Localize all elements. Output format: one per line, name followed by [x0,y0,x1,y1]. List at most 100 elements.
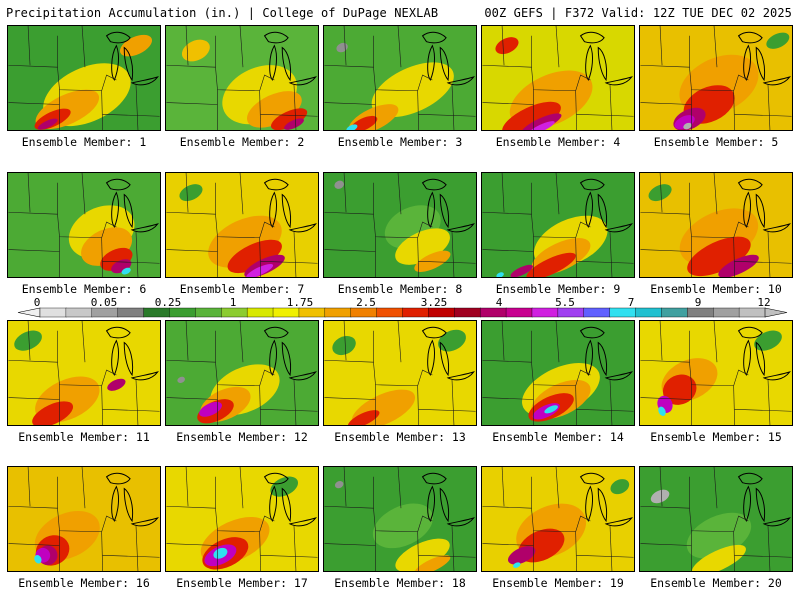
scale-swatch [557,307,585,318]
precip-field [324,467,476,571]
state-border [640,249,692,252]
member-label: Ensemble Member: 19 [492,576,624,590]
lake-outline [105,326,131,339]
state-border [733,237,735,277]
lake-outline [105,178,131,191]
scale-swatch [428,307,455,318]
ensemble-map-18 [323,466,477,572]
lake-outline [421,472,447,485]
precip-contour [508,546,536,565]
scale-swatch [454,307,481,318]
precip-field [324,26,476,130]
lake-outline [755,46,766,82]
state-border [575,515,591,532]
lake-outline [762,371,791,381]
precip-contour [246,263,274,277]
precip-contour [650,489,670,504]
state-border [713,321,718,363]
lake-outline [737,472,763,485]
state-border [733,515,749,532]
state-border [451,379,455,425]
state-border [767,379,771,425]
state-border [482,505,576,533]
precip-contour [347,410,380,425]
precip-contour [332,335,356,356]
lake-outline [585,339,594,376]
state-border [640,543,692,546]
lake-outline [123,46,134,82]
state-border [260,555,318,558]
precip-contour [121,267,131,275]
lake-outline [421,326,447,339]
precip-contour [766,32,790,49]
state-border [733,531,735,571]
state-border [101,385,103,425]
precip-field [8,173,160,277]
state-border [609,84,613,130]
state-border [418,114,476,117]
lake-outline [737,326,763,339]
state-border [418,261,476,264]
state-border [324,211,418,239]
lake-outline [269,485,278,522]
state-border [659,173,663,213]
scale-swatch [39,307,67,318]
lake-outline [604,76,633,86]
lake-outline [737,178,763,191]
state-border [734,409,792,412]
state-border [482,102,534,105]
state-border [260,261,318,264]
state-border [575,531,577,571]
lake-outline [281,341,292,377]
precip-contour [179,184,203,202]
precip-contour [37,118,58,130]
lake-outline [439,193,450,229]
state-border [135,84,139,130]
precip-field [482,173,634,277]
state-border [733,385,735,425]
scale-swatch [635,307,663,318]
scale-swatch [402,307,430,318]
member-label: Ensemble Member: 12 [176,430,308,444]
scale-swatch [65,307,93,318]
state-border [8,249,60,252]
state-border [640,397,692,400]
page-title: Precipitation Accumulation (in.) | Colle… [6,6,439,20]
state-border [293,525,297,571]
precip-contour [754,330,782,351]
precip-contour [32,401,74,425]
member-label: Ensemble Member: 15 [650,430,782,444]
scale-tick-label: 0.05 [90,296,118,309]
precip-contour [107,378,126,391]
state-border [609,231,613,277]
precip-field [482,467,634,571]
state-border [260,409,318,412]
precip-contour [227,239,282,274]
member-label: Ensemble Member: 4 [495,135,621,149]
ensemble-map-1 [7,25,161,131]
state-border [640,64,734,92]
precip-contour [334,481,344,489]
member-label: Ensemble Member: 16 [18,576,150,590]
state-border [259,74,275,91]
lake-outline [579,326,605,339]
precip-field [324,173,476,277]
state-border [659,321,663,361]
precip-contour [177,376,185,384]
state-border [166,102,218,105]
precip-contour [662,374,697,405]
scale-arrow-right [764,307,788,318]
member-label: Ensemble Member: 6 [21,282,147,296]
lake-outline [762,223,791,233]
state-border [259,515,275,532]
ensemble-map-20 [639,466,793,572]
member-label: Ensemble Member: 10 [650,282,782,296]
lake-outline [288,76,317,86]
state-border [8,505,102,533]
precip-field [166,321,318,425]
lake-outline [427,485,436,522]
lake-outline [105,472,131,485]
state-border [101,531,103,571]
state-border [417,385,419,425]
lake-outline [446,223,475,233]
